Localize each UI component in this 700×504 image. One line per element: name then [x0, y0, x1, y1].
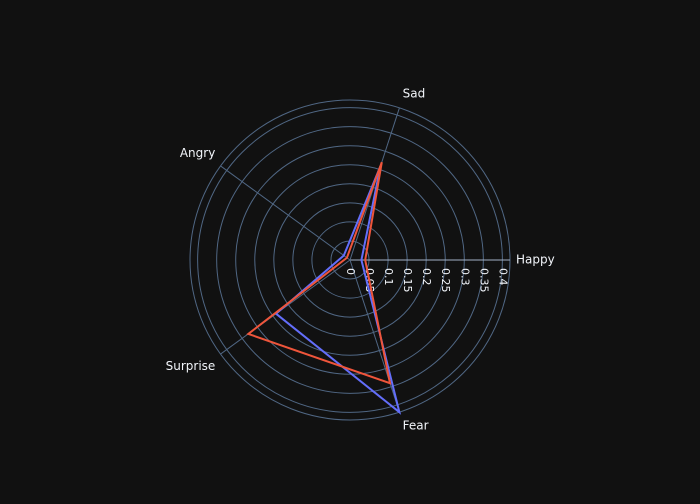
- category-label: Happy: [516, 253, 555, 267]
- series-line: [274, 165, 402, 415]
- radial-tick-label: 0.35: [477, 268, 490, 293]
- category-label: Surprise: [166, 359, 216, 373]
- category-label: Angry: [180, 146, 215, 160]
- category-labels: Happy Sad Angry Surprise Fear: [166, 87, 555, 433]
- angular-axis-line: [220, 165, 351, 261]
- series-layer: [246, 161, 402, 415]
- radial-tick-label: 0.4: [496, 268, 509, 286]
- angular-axis-line: [349, 259, 400, 413]
- radial-tick-label: 0.3: [458, 268, 471, 286]
- category-label: Sad: [403, 87, 426, 101]
- radial-tick-label: 0.15: [401, 268, 414, 293]
- radial-tick-label: 0.2: [420, 268, 433, 286]
- radial-tick-label: 0: [344, 268, 357, 275]
- category-label: Fear: [403, 418, 429, 432]
- series-line: [246, 161, 392, 385]
- radial-tick-label: 0.1: [382, 268, 395, 286]
- radial-tick-label: 0.25: [439, 268, 452, 293]
